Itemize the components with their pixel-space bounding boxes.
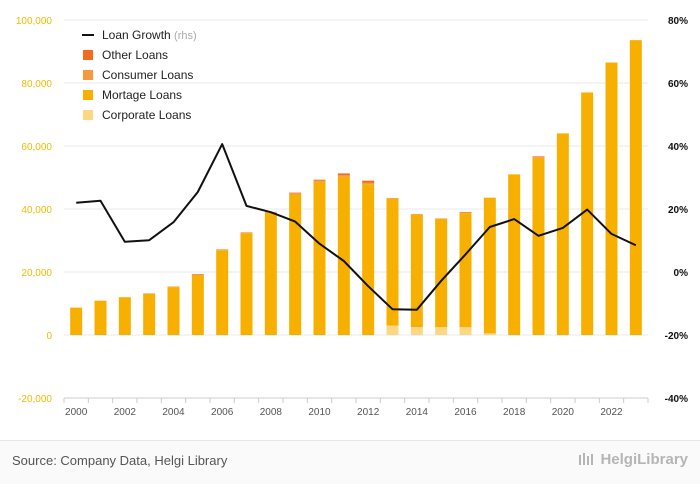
bar-segment xyxy=(191,274,204,276)
bar-segment xyxy=(362,180,375,183)
legend-swatch xyxy=(83,50,93,60)
x-tick-label: 2000 xyxy=(65,407,88,418)
bar-segment xyxy=(532,157,545,335)
left-tick-label: 100,000 xyxy=(16,16,53,27)
right-tick-label: -20% xyxy=(665,331,688,342)
bar-segment xyxy=(581,92,594,335)
left-tick-label: 20,000 xyxy=(21,268,52,279)
bar-segment xyxy=(337,175,350,177)
bar-segment xyxy=(459,327,472,335)
bar-segment xyxy=(118,297,131,335)
bar-segment xyxy=(459,212,472,213)
brand-name: HelgiLibrary xyxy=(600,451,688,468)
source-note: Source: Company Data, Helgi Library xyxy=(12,453,228,468)
gridlines xyxy=(63,19,649,403)
bar-segment xyxy=(556,133,569,335)
x-tick-label: 2020 xyxy=(552,407,575,418)
bar-segment xyxy=(337,173,350,176)
bar-segment xyxy=(143,293,156,335)
legend-label: Mortage Loans xyxy=(102,88,182,102)
bar-segment xyxy=(386,198,399,326)
right-tick-label: 0% xyxy=(674,268,689,279)
bar-segment xyxy=(289,193,302,195)
x-tick-label: 2006 xyxy=(211,407,234,418)
bar-segment xyxy=(264,212,277,335)
bar-segment xyxy=(167,286,180,288)
bar-segment xyxy=(313,181,326,335)
library-icon xyxy=(579,453,594,465)
legend-swatch xyxy=(83,110,93,120)
x-tick-label: 2022 xyxy=(600,407,623,418)
bar-segment xyxy=(70,307,83,335)
bar-segment xyxy=(386,197,399,199)
legend-label: Loan Growth (rhs) xyxy=(102,28,197,42)
legend-swatch xyxy=(83,70,93,80)
left-tick-label: -20,000 xyxy=(18,394,52,405)
bars-layer xyxy=(70,40,642,336)
x-tick-label: 2010 xyxy=(308,407,331,418)
right-tick-label: 40% xyxy=(668,142,688,153)
x-tick-label: 2014 xyxy=(406,407,429,418)
loan-growth-line-layer xyxy=(76,143,637,311)
bar-segment xyxy=(240,232,253,234)
bar-segment xyxy=(435,218,448,328)
left-tick-label: 0 xyxy=(46,331,52,342)
bar-segment xyxy=(337,176,350,335)
loan-chart: -20,000 0 20,000 40,000 60,000 80,000 100,000 -… xyxy=(16,16,688,418)
bar-segment xyxy=(362,182,375,185)
loan-growth-line xyxy=(76,143,637,311)
axis-ticks: -20,000 0 20,000 40,000 60,000 80,000 100,000 -… xyxy=(16,16,688,418)
bar-segment xyxy=(240,233,253,335)
legend-axis-note: (rhs) xyxy=(174,30,197,42)
bar-segment xyxy=(532,156,545,158)
left-tick-label: 40,000 xyxy=(21,205,52,216)
bar-segment xyxy=(143,293,156,295)
bar-segment xyxy=(435,327,448,335)
bar-segment xyxy=(410,327,423,335)
x-tick-label: 2018 xyxy=(503,407,526,418)
bar-segment xyxy=(605,62,618,336)
bar-segment xyxy=(313,180,326,182)
x-tick-label: 2012 xyxy=(357,407,380,418)
footer: Source: Company Data, Helgi Library Helg… xyxy=(0,440,700,484)
bar-segment xyxy=(410,214,423,328)
bar-segment xyxy=(629,40,642,335)
bar-segment xyxy=(313,179,326,181)
x-tick-label: 2008 xyxy=(260,407,283,418)
bar-segment xyxy=(289,192,302,194)
bar-segment xyxy=(435,218,448,220)
right-tick-label: 60% xyxy=(668,79,688,90)
legend-swatch xyxy=(83,90,93,100)
bar-segment xyxy=(410,214,423,215)
bar-segment xyxy=(191,275,204,335)
legend-label: Other Loans xyxy=(102,48,168,62)
bar-segment xyxy=(459,212,472,214)
bar-segment xyxy=(362,184,375,335)
right-tick-label: 20% xyxy=(668,205,688,216)
x-tick-label: 2004 xyxy=(162,407,185,418)
left-tick-label: 80,000 xyxy=(21,79,52,90)
x-tick-label: 2016 xyxy=(454,407,477,418)
bar-segment xyxy=(167,287,180,335)
legend: Loan Growth (rhs) Other Loans Consumer Loa… xyxy=(82,28,197,122)
legend-label: Corporate Loans xyxy=(102,108,191,122)
bar-segment xyxy=(508,174,521,335)
left-tick-label: 60,000 xyxy=(21,142,52,153)
bar-segment xyxy=(289,194,302,335)
bar-segment xyxy=(386,325,399,335)
bar-segment xyxy=(483,333,496,335)
bar-segment xyxy=(532,157,545,158)
bar-segment xyxy=(191,274,204,275)
right-tick-label: 80% xyxy=(668,16,688,27)
right-tick-label: -40% xyxy=(665,394,688,405)
bar-segment xyxy=(94,300,107,335)
x-tick-label: 2002 xyxy=(114,407,137,418)
brand-logo: HelgiLibrary xyxy=(578,451,688,468)
bar-segment xyxy=(459,213,472,328)
bar-segment xyxy=(216,249,229,251)
bar-segment xyxy=(483,197,496,334)
bar-segment xyxy=(216,250,229,335)
legend-label: Consumer Loans xyxy=(102,68,193,82)
